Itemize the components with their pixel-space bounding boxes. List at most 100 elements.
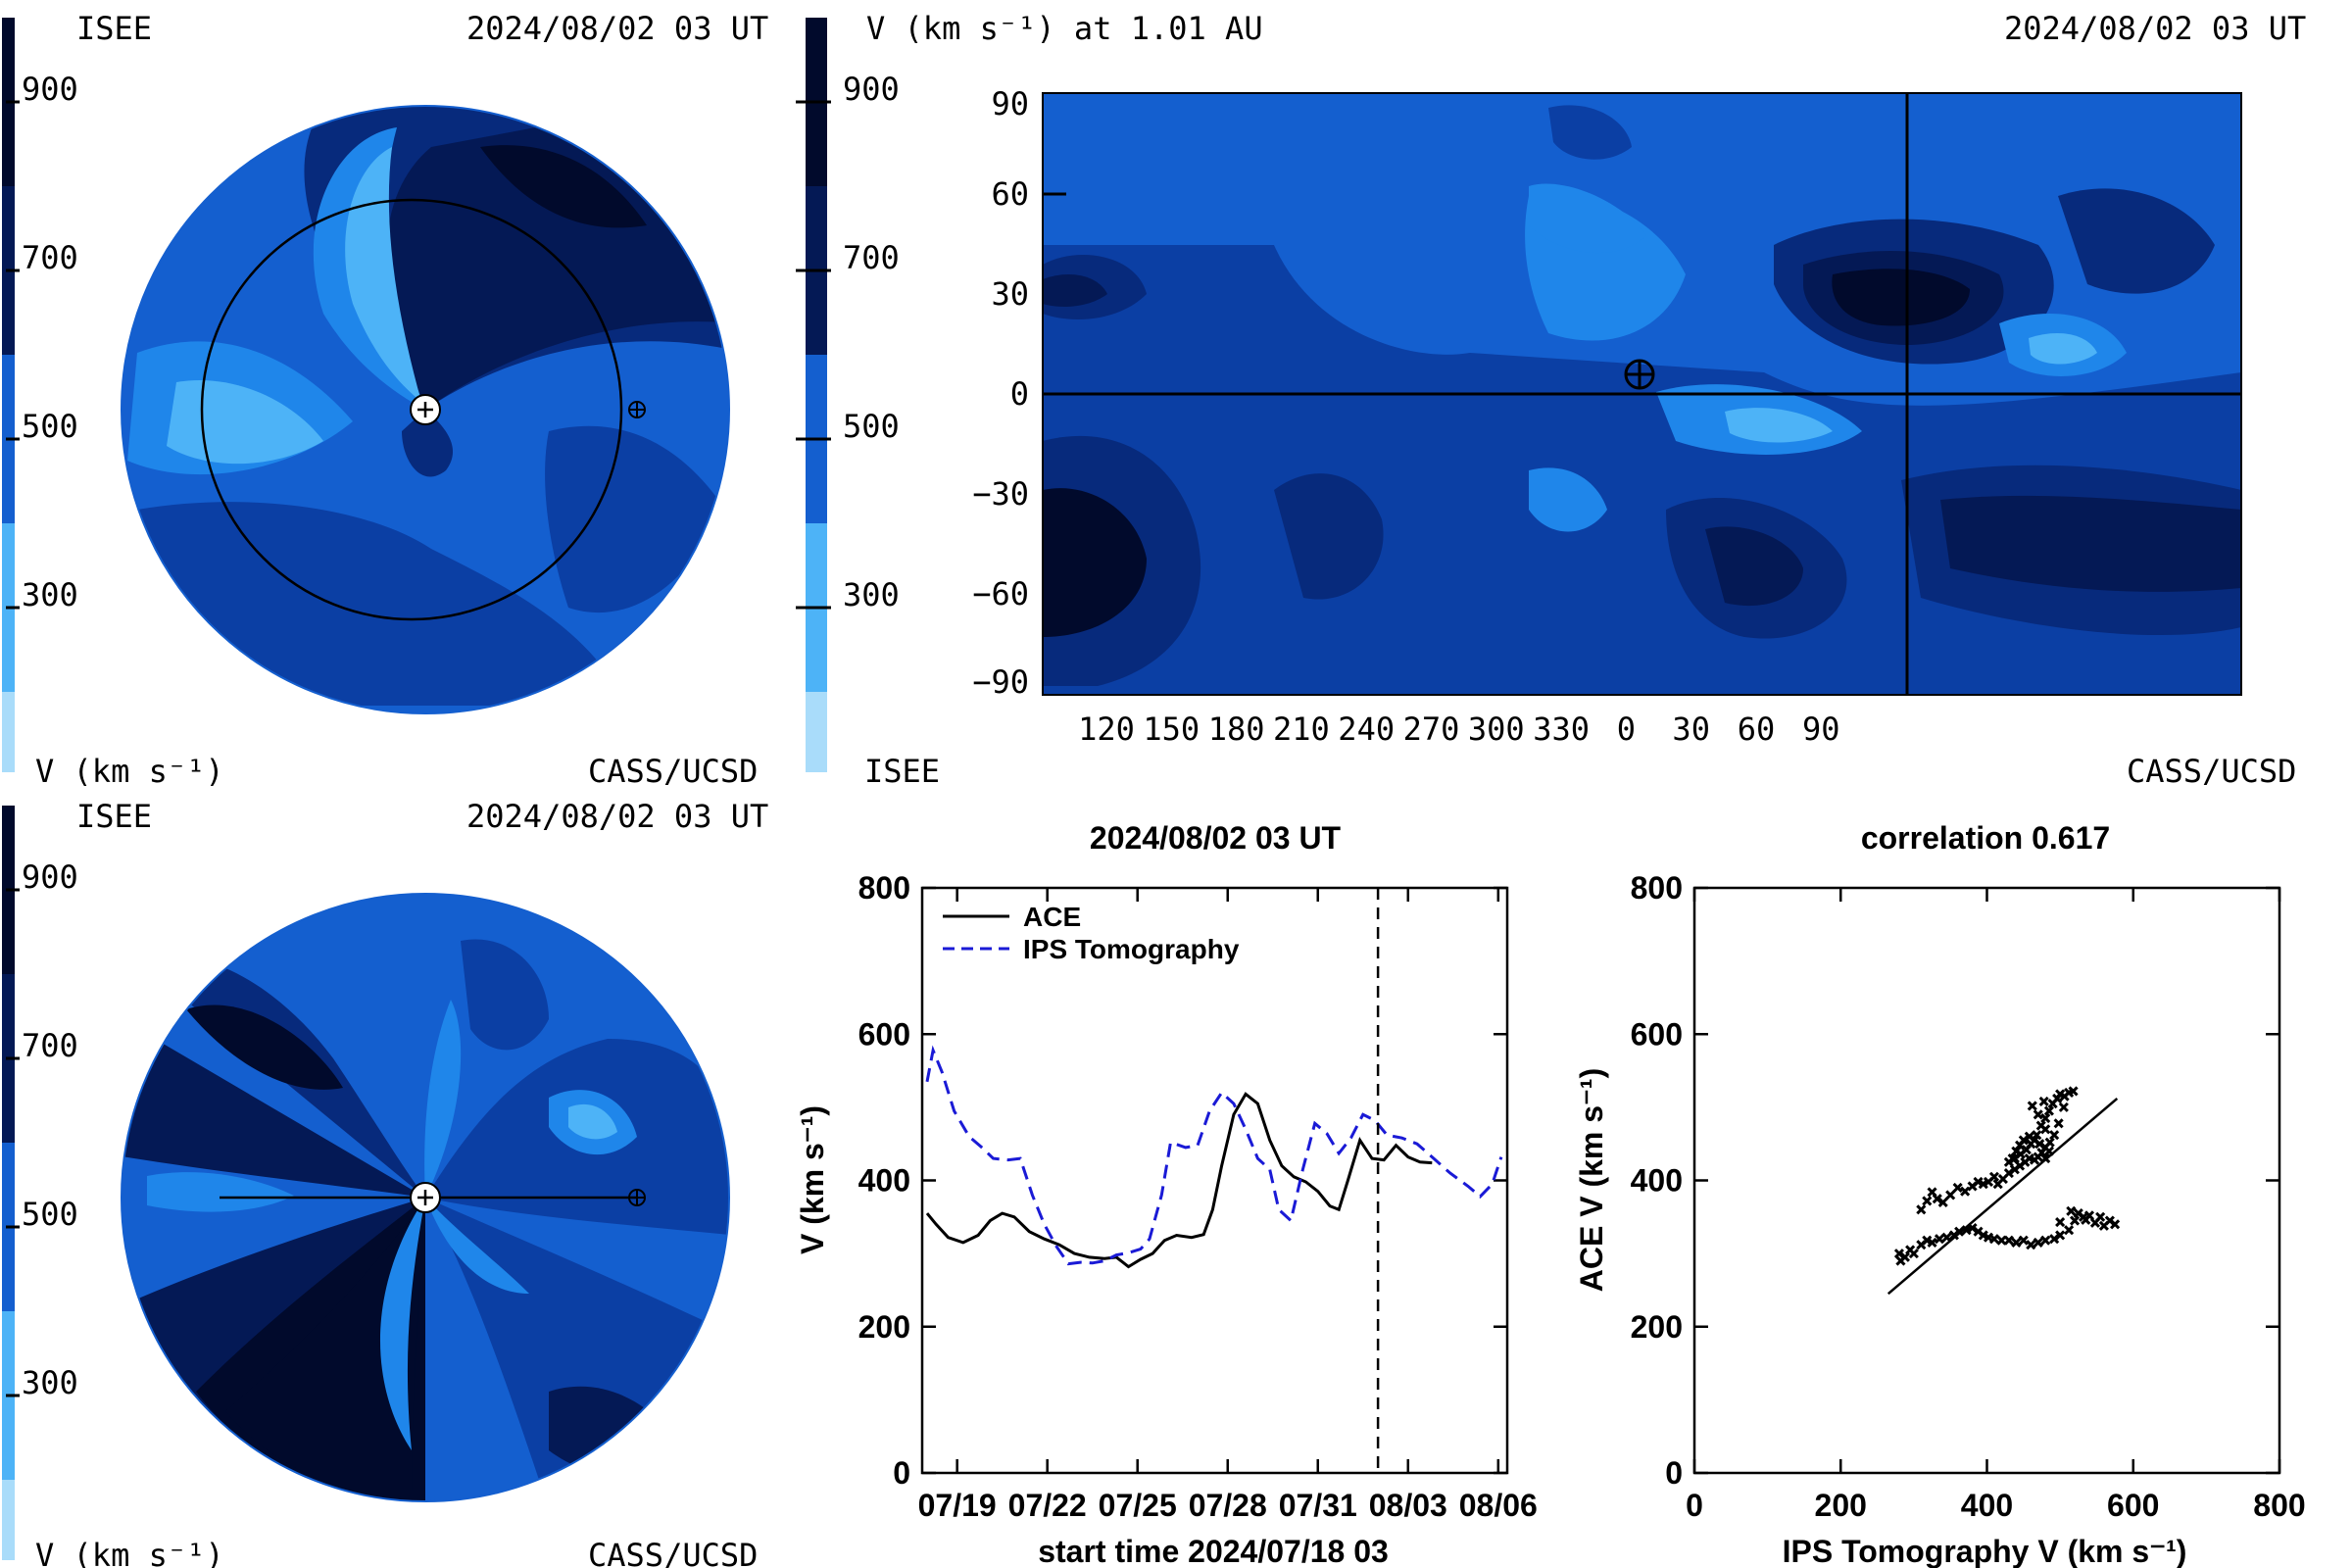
scatter-points xyxy=(1893,1086,2121,1266)
colorbar-tick-label: 300 xyxy=(22,576,78,613)
timestamp: 2024/08/02 03 UT xyxy=(466,798,768,835)
map-y-axis: 90 60 30 0 −30 −60 −90 xyxy=(972,85,1066,701)
scatter-point xyxy=(2055,1216,2066,1228)
x-tick-label: 07/25 xyxy=(1099,1488,1177,1523)
x-tick-label: 0 xyxy=(1617,710,1636,748)
time-series-panel: 2024/08/02 03 UT 0 200 400 600 800 07/19 07/2… xyxy=(795,820,1538,1568)
y-axis-label: ACE V (km s⁻¹) xyxy=(1574,1068,1609,1292)
y-tick-label: 200 xyxy=(1631,1309,1683,1345)
colorbar-tick-label: 900 xyxy=(843,71,900,108)
scatter-point xyxy=(1922,1196,1933,1206)
top-right-map-panel: 900 700 500 300 V (km s⁻¹) at 1.01 AU 20… xyxy=(796,10,2306,790)
y-axis: 0 200 400 600 800 xyxy=(1631,870,2279,1491)
x-tick-label: 400 xyxy=(1961,1488,2013,1523)
y-tick-label: 0 xyxy=(1665,1455,1683,1491)
x-tick-label: 90 xyxy=(1802,710,1840,748)
scatter-point xyxy=(1932,1194,1942,1204)
colorbar-tick-label: 700 xyxy=(22,239,78,276)
x-tick-label: 07/19 xyxy=(918,1488,997,1523)
scatter-point xyxy=(1934,1234,1945,1245)
colorbar: 900 700 500 300 xyxy=(796,18,900,772)
scatter-point xyxy=(2032,1130,2042,1141)
scatter-point xyxy=(2089,1217,2101,1228)
scatter-point xyxy=(2003,1167,2014,1179)
colorbar-label: V (km s⁻¹) xyxy=(35,1537,224,1568)
y-tick-label: 800 xyxy=(858,870,910,906)
velocity-disk xyxy=(122,106,729,713)
scatter-point xyxy=(2027,1101,2037,1111)
colorbar-band xyxy=(2,692,15,772)
series-line-ips-tomography xyxy=(925,1045,1503,1266)
top-left-disk-panel: 900 700 500 300 ISEE 2024/08/02 03 UT V … xyxy=(2,10,768,790)
sun-icon xyxy=(410,1182,441,1213)
scatter-panel: correlation 0.617 0 200 400 600 800 0 200 400 6… xyxy=(1574,820,2306,1568)
scatter-point xyxy=(2040,1113,2051,1124)
y-tick-label: 90 xyxy=(991,85,1029,122)
y-axis-label: V (km s⁻¹) xyxy=(795,1105,830,1254)
scatter-point xyxy=(2058,1102,2069,1112)
scatter-point xyxy=(1952,1182,1963,1194)
series-layer xyxy=(925,1045,1503,1269)
scatter-point xyxy=(2026,1240,2036,1250)
x-tick-label: 07/22 xyxy=(1008,1488,1087,1523)
x-tick-label: 30 xyxy=(1672,710,1710,748)
scatter-point xyxy=(2055,1230,2066,1241)
y-tick-label: 600 xyxy=(858,1016,910,1052)
scatter-point xyxy=(2064,1225,2075,1236)
colorbar-tick-label: 500 xyxy=(22,1196,78,1233)
y-tick-label: −90 xyxy=(972,663,1029,701)
scatter-point xyxy=(1978,1230,1988,1241)
scatter-point xyxy=(1899,1251,1910,1262)
scatter-point xyxy=(2110,1219,2121,1230)
scatter-point xyxy=(2026,1139,2036,1150)
map-x-axis: 120 150 180 210 240 270 300 330 0 30 60 90 xyxy=(1078,710,1839,748)
x-axis-label: IPS Tomography V (km s⁻¹) xyxy=(1783,1534,2187,1568)
scatter-point xyxy=(1941,1232,1952,1243)
x-axis: 0 200 400 600 800 xyxy=(1686,888,2306,1523)
colorbar-label: V (km s⁻¹) xyxy=(35,753,224,790)
chart-title: correlation 0.617 xyxy=(1861,820,2110,856)
y-tick-label: 800 xyxy=(1631,870,1683,906)
y-axis: 0 200 400 600 800 xyxy=(858,870,1507,1491)
org-label: CASS/UCSD xyxy=(588,753,758,790)
sun-icon xyxy=(410,394,441,425)
x-axis: 07/19 07/22 07/25 07/28 07/31 08/03 08/06 xyxy=(918,888,1538,1523)
x-tick-label: 240 xyxy=(1338,710,1395,748)
x-tick-label: 300 xyxy=(1468,710,1525,748)
scatter-point xyxy=(1978,1179,1988,1190)
x-tick-label: 120 xyxy=(1078,710,1135,748)
scatter-point xyxy=(1922,1235,1933,1246)
org-label: CASS/UCSD xyxy=(2127,753,2296,790)
legend: ACE IPS Tomography xyxy=(943,902,1240,964)
scatter-point xyxy=(2040,1153,2051,1164)
colorbar-band xyxy=(806,692,827,772)
org-label: ISEE xyxy=(864,753,940,790)
scatter-point xyxy=(2015,1140,2026,1151)
y-tick-label: 0 xyxy=(893,1455,910,1491)
colorbar-tick-label: 700 xyxy=(843,239,900,276)
scatter-point xyxy=(2038,1096,2049,1106)
earth-icon xyxy=(1624,359,1655,390)
y-tick-label: 400 xyxy=(858,1163,910,1199)
bottom-left-disk-panel: 900 700 500 300 ISEE 2024/08/02 03 UT V … xyxy=(2,798,768,1568)
chart-title: 2024/08/02 03 UT xyxy=(1090,820,1342,856)
colorbar-tick-label: 900 xyxy=(22,71,78,108)
colorbar: 900 700 500 300 xyxy=(2,806,78,1560)
scatter-point xyxy=(1996,1235,2007,1246)
scatter-point xyxy=(2024,1131,2034,1142)
scatter-point xyxy=(1945,1190,1956,1200)
scatter-point xyxy=(2011,1237,2022,1248)
scatter-point xyxy=(2033,1109,2043,1120)
x-tick-label: 08/03 xyxy=(1369,1488,1447,1523)
colorbar-band xyxy=(2,1480,15,1560)
colorbar-tick-label: 300 xyxy=(843,576,900,613)
x-tick-label: 08/06 xyxy=(1459,1488,1538,1523)
scatter-point xyxy=(1927,1237,1937,1248)
scatter-point xyxy=(2053,1118,2064,1129)
scatter-point xyxy=(2003,1156,2014,1167)
x-tick-label: 600 xyxy=(2107,1488,2159,1523)
x-tick-label: 07/28 xyxy=(1189,1488,1267,1523)
scatter-point xyxy=(1937,1197,1948,1207)
x-tick-label: 0 xyxy=(1686,1488,1703,1523)
